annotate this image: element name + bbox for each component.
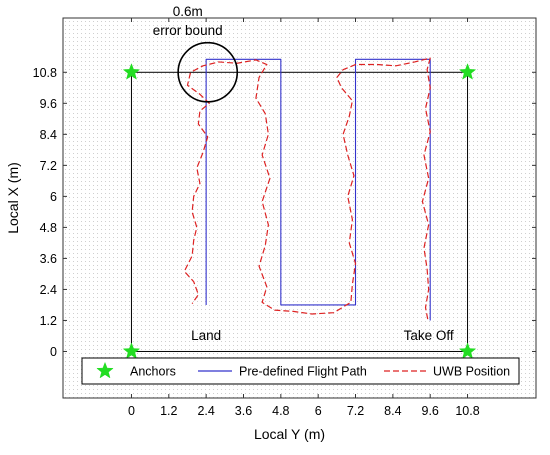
- axes-layer: 0 1.2 2.4 3.6 4.8 6 7.2 8.4 9.6 10.8 0 1.2 2.4 3.6 4.8…: [5, 17, 537, 442]
- data-layer: [122, 57, 477, 359]
- y-tick-label: 0: [50, 345, 57, 359]
- y-tick-label: 8.4: [40, 128, 57, 142]
- x-tick-label: 3.6: [235, 404, 252, 418]
- legend-anchors-label: Anchors: [130, 365, 176, 379]
- takeoff-label: Take Off: [404, 328, 454, 343]
- y-tick-label: 3.6: [40, 252, 57, 266]
- y-tick-label: 2.4: [40, 283, 57, 297]
- land-label: Land: [191, 328, 221, 343]
- legend-anchors-swatch: [96, 361, 114, 379]
- legend-uwb-label: UWB Position: [433, 365, 510, 379]
- anchor-star-marker-0: [122, 342, 141, 359]
- x-tick-label: 9.6: [422, 404, 439, 418]
- legend-path-label: Pre-defined Flight Path: [239, 365, 367, 379]
- x-axis-title: Local Y (m): [254, 426, 325, 442]
- y-tick-label: 4.8: [40, 221, 57, 235]
- anchor-star-marker-1: [122, 63, 141, 80]
- grid-layer: [63, 18, 536, 398]
- legend-layer: Anchors Pre-defined Flight Path UWB Positi…: [81, 357, 520, 385]
- error-bound-label-line1: 0.6m: [173, 4, 203, 19]
- y-tick-label: 1.2: [40, 314, 57, 328]
- x-tick-label: 0: [128, 404, 135, 418]
- error-bound-label-line2: error bound: [153, 23, 223, 38]
- series-line-2: [183, 57, 431, 320]
- minor-grid: [63, 18, 536, 398]
- y-tick-label: 9.6: [40, 97, 57, 111]
- anchor-star-marker-2: [458, 342, 477, 359]
- x-tick-label: 6: [315, 404, 322, 418]
- y-axis-title: Local X (m): [5, 162, 21, 234]
- error-bound-circle: [177, 41, 239, 103]
- y-tick-label: 6: [50, 190, 57, 204]
- x-tick-label: 7.2: [347, 404, 364, 418]
- y-tick-label: 7.2: [40, 159, 57, 173]
- legend-box: [81, 357, 520, 385]
- anchor-star-marker-3: [458, 63, 477, 80]
- x-tick-label: 1.2: [160, 404, 177, 418]
- x-tick-label: 10.8: [455, 404, 479, 418]
- y-tick-label: 10.8: [33, 66, 57, 80]
- series-line-1: [205, 58, 431, 321]
- x-tick-label: 4.8: [272, 404, 289, 418]
- anchor-boundary-box: [130, 71, 469, 352]
- plot-frame-layer: [130, 71, 469, 352]
- x-tick-label: 2.4: [197, 404, 214, 418]
- x-tick-label: 8.4: [384, 404, 401, 418]
- annotation-layer: 0.6m error bound Land Take Off: [153, 4, 454, 343]
- plot-axes-frame: [62, 17, 537, 399]
